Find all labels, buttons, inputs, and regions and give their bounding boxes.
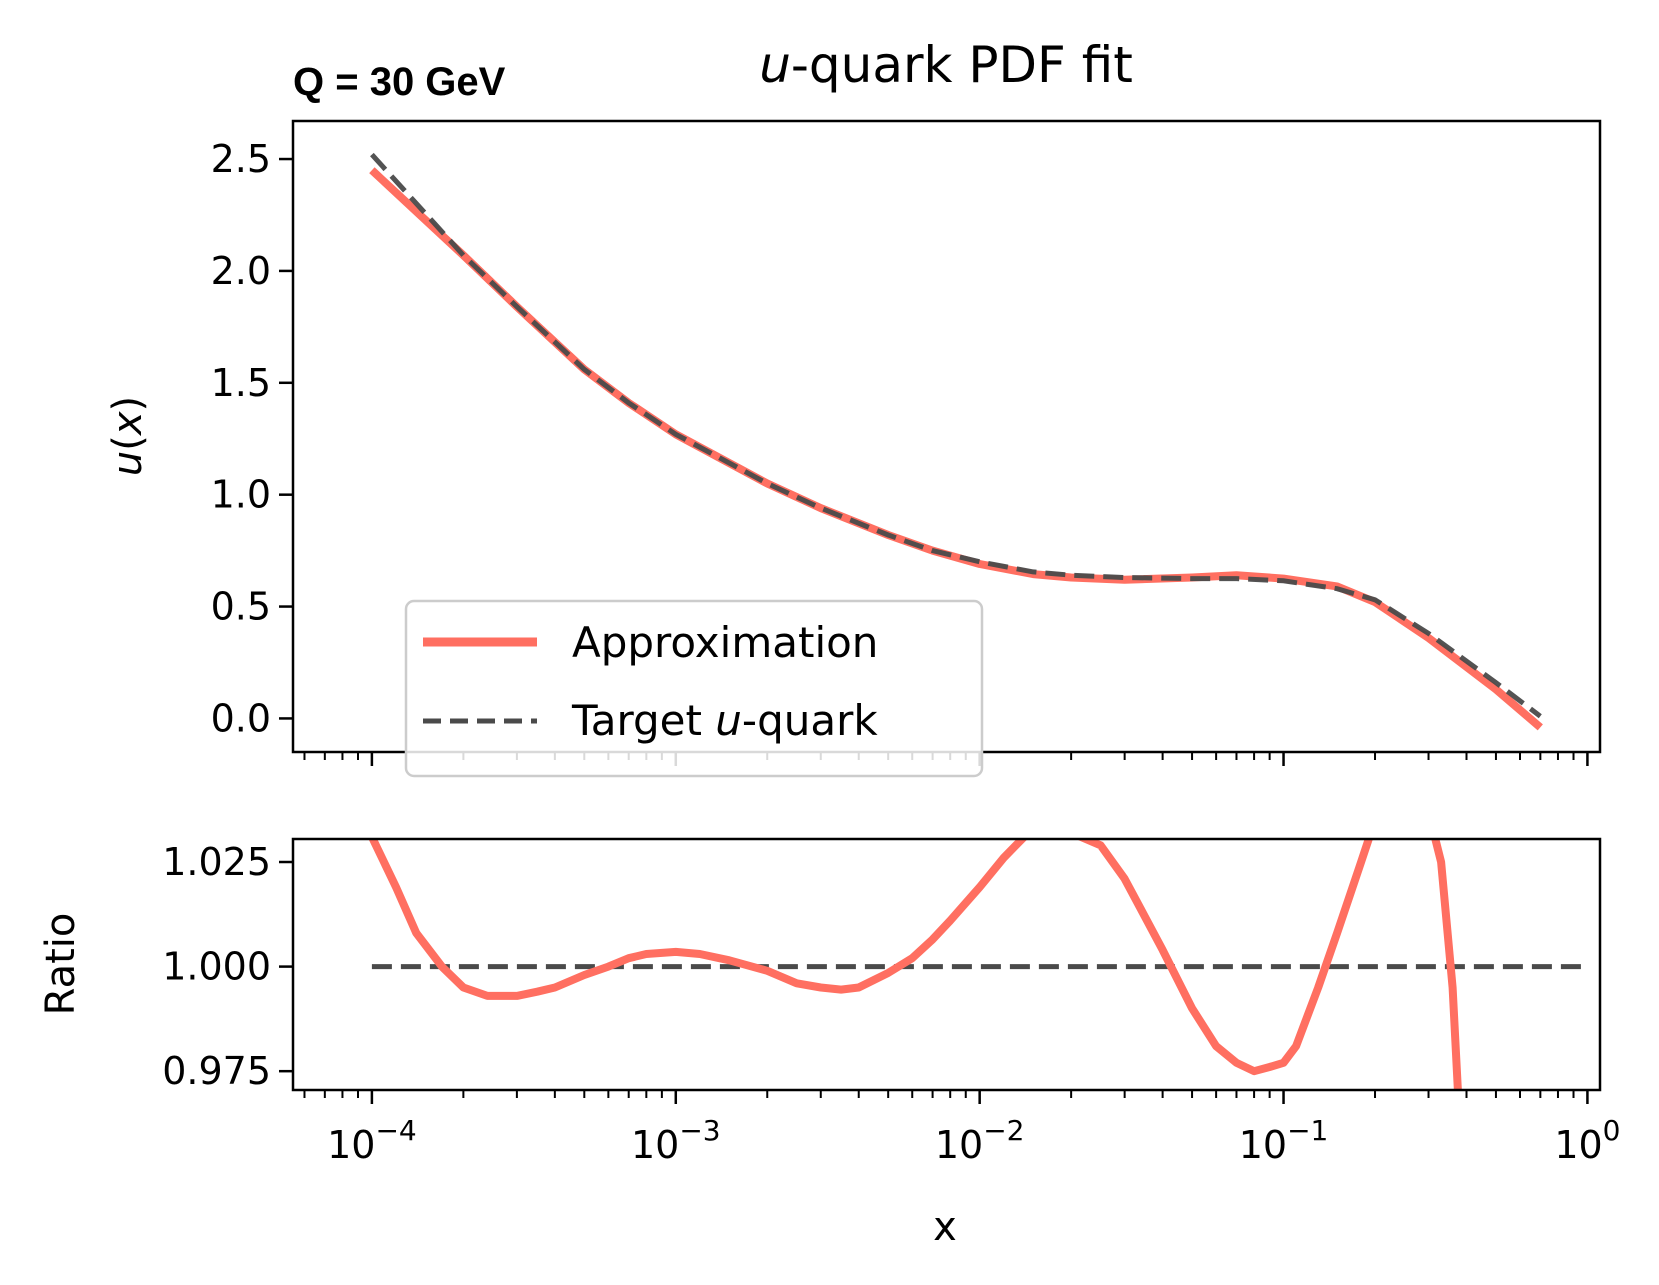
main-y-axis-label: u(x): [105, 396, 151, 476]
legend-target-label: Target u-quark: [571, 696, 878, 745]
main-ytick-label-2: 1.0: [211, 473, 271, 517]
ratio-ytick-label-1: 1.000: [162, 945, 271, 989]
main-ytick-label-4: 2.0: [211, 249, 271, 293]
main-ytick-label-1: 0.5: [211, 585, 271, 629]
ratio-x-ticks: 10−4 10−3 10−2 10−1 100: [303, 1090, 1621, 1167]
x-axis-label: x: [933, 1204, 957, 1250]
ratio-xtick-label-0: 10−4: [327, 1114, 417, 1167]
ratio-y-ticks: 0.975 1.000 1.025: [162, 840, 293, 1093]
main-ytick-label-3: 1.5: [211, 361, 271, 405]
main-ytick-label-0: 0.0: [211, 696, 271, 740]
legend-approximation-label: Approximation: [572, 618, 878, 667]
main-ytick-label-5: 2.5: [211, 137, 271, 181]
chart-title: u-quark PDF fit: [759, 36, 1133, 94]
main-panel: 0.0 0.5 1.0 1.5 2.0 2.5 u(x) Approximation Ta…: [105, 119, 1602, 778]
ratio-xtick-label-2: 10−2: [935, 1114, 1025, 1167]
legend-box: [404, 599, 984, 778]
ratio-panel: 0.975 1.000 1.025 10−4 10−3 10−2 10−1 100 Rati…: [38, 837, 1621, 1250]
q-annotation: Q = 30 GeV: [293, 60, 506, 104]
legend: Approximation Target u-quark: [404, 599, 984, 778]
main-y-ticks: 0.0 0.5 1.0 1.5 2.0 2.5: [211, 137, 293, 740]
ratio-ytick-label-2: 1.025: [162, 840, 271, 884]
ratio-xtick-label-1: 10−3: [631, 1114, 721, 1167]
ratio-xtick-label-3: 10−1: [1239, 1114, 1329, 1167]
chart-title-italic: u: [759, 36, 791, 94]
ratio-xtick-label-4: 100: [1554, 1114, 1620, 1167]
ratio-approximation-line: [368, 839, 1462, 1090]
chart-title-rest: -quark PDF fit: [791, 36, 1133, 94]
target-line: [370, 152, 1542, 719]
ratio-y-axis-label: Ratio: [38, 913, 84, 1016]
ratio-ytick-label-0: 0.975: [162, 1049, 271, 1093]
ratio-plot-frame: [291, 837, 1602, 1092]
